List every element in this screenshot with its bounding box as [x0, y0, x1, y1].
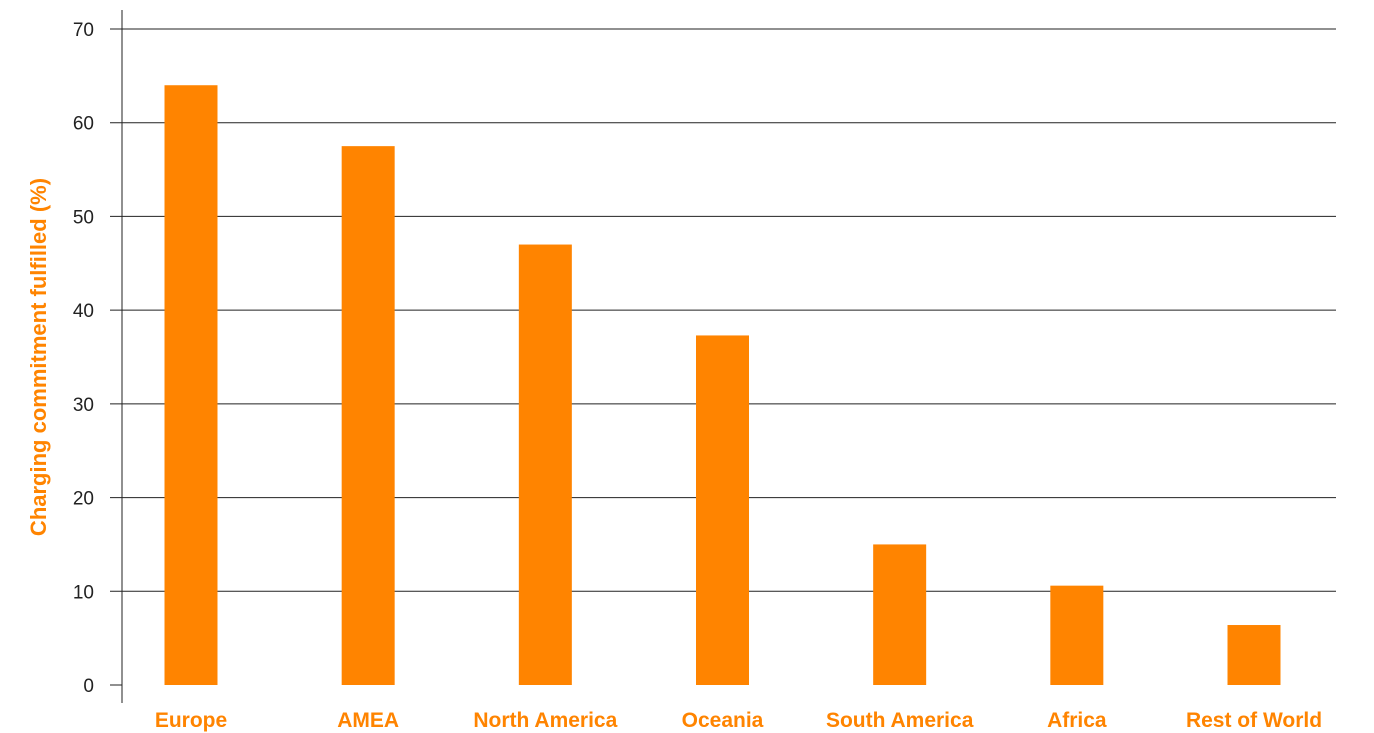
bars — [164, 85, 1281, 686]
y-tick-label: 60 — [73, 114, 94, 135]
y-tick-label: 0 — [83, 676, 94, 697]
bar-rest-of-world — [1227, 625, 1281, 685]
x-axis-labels: Europe AMEA North America Oceania South Amer… — [155, 709, 1322, 732]
y-tick-label: 30 — [73, 395, 94, 416]
y-tick-label: 40 — [73, 301, 94, 322]
x-tick-label: AMEA — [337, 709, 399, 732]
x-tick-label: Oceania — [682, 709, 764, 732]
bar-europe — [164, 85, 218, 685]
bar-south-america — [873, 544, 927, 685]
y-axis-title: Charging commitment fulfilled (%) — [26, 178, 51, 536]
x-tick-label: Africa — [1047, 709, 1107, 732]
x-tick-label: Rest of World — [1186, 709, 1322, 732]
y-tick-label: 10 — [73, 582, 94, 603]
x-tick-label: Europe — [155, 709, 227, 732]
bar-north-america — [518, 244, 572, 686]
x-tick-label: South America — [826, 709, 974, 732]
y-tick-label: 70 — [73, 20, 94, 41]
y-axis-ticks: 0 10 20 30 40 50 60 70 — [73, 20, 94, 697]
y-tick-label: 50 — [73, 207, 94, 228]
bar-amea — [341, 146, 395, 686]
bar-oceania — [696, 335, 749, 685]
bar-africa — [1050, 585, 1104, 685]
x-tick-label: North America — [473, 709, 617, 732]
y-tick-label: 20 — [73, 489, 94, 510]
